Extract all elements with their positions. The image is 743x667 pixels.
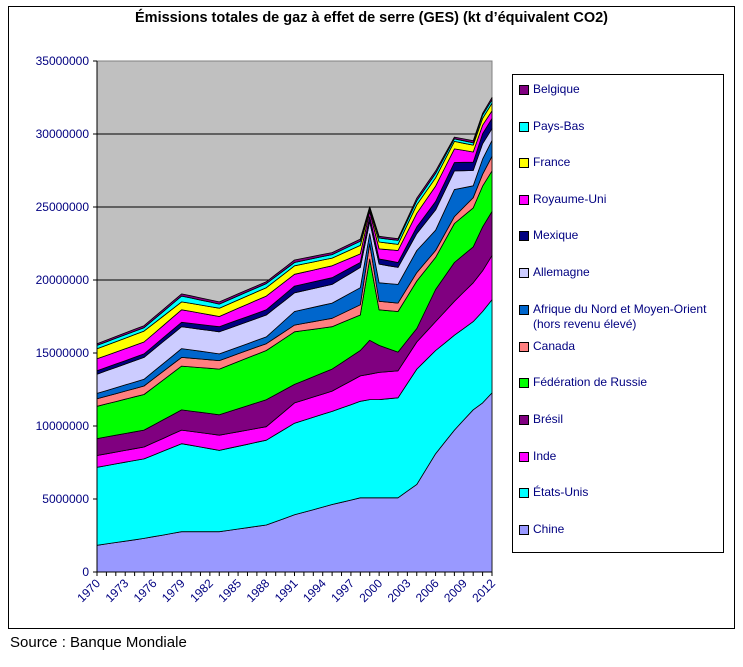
legend-label: Fédération de Russie (533, 375, 648, 389)
legend-swatch-pays-bas (519, 122, 529, 132)
legend-item-france: France (519, 155, 570, 170)
legend-label: Inde (533, 449, 557, 463)
y-tick-label: 5000000 (42, 492, 89, 506)
legend-label: Allemagne (533, 265, 590, 279)
area-belgique (96, 97, 493, 346)
x-tick-label: 2009 (441, 576, 470, 605)
legend-item-bresil: Brésil (519, 412, 563, 427)
legend-label: Chine (533, 522, 565, 536)
legend-swatch-allemagne (519, 268, 529, 278)
x-tick-label: 2006 (413, 576, 442, 605)
chart-legend: Belgique Pays-Bas France Royaume-Uni Mex… (512, 74, 724, 553)
x-tick-label: 2003 (385, 576, 414, 605)
legend-swatch-chine (519, 525, 529, 535)
legend-swatch-inde (519, 452, 529, 462)
legend-swatch-canada (519, 342, 529, 352)
legend-swatch-afrique-nord-moyen-orient (519, 305, 529, 315)
legend-swatch-russie (519, 378, 529, 388)
source-note: Source : Banque Mondiale (10, 634, 187, 651)
legend-label: Brésil (533, 412, 564, 426)
x-tick-label: 1970 (74, 576, 103, 605)
legend-label: Pays-Bas (533, 119, 585, 133)
x-tick-label: 1985 (215, 576, 244, 605)
x-tick-label: 1991 (272, 576, 301, 605)
x-tick-label: 1976 (131, 576, 160, 605)
legend-label: Canada (533, 339, 576, 353)
x-tick-label: 1997 (328, 576, 357, 605)
legend-swatch-royaume-uni (519, 195, 529, 205)
y-tick-label: 15000000 (36, 346, 90, 360)
legend-item-canada: Canada (519, 339, 575, 354)
legend-item-belgique: Belgique (519, 82, 580, 97)
x-tick-label: 2012 (469, 576, 498, 605)
legend-item-afrique-nord-moyen-orient: Afrique du Nord et Moyen-Orient (hors rev… (519, 302, 706, 332)
y-tick-label: 10000000 (36, 419, 90, 433)
legend-item-etats-unis: États-Unis (519, 485, 588, 500)
legend-label: États-Unis (533, 485, 589, 499)
legend-item-mexique: Mexique (519, 228, 578, 243)
legend-swatch-etats-unis (519, 488, 529, 498)
legend-label-line2: (hors revenu élevé) (533, 317, 637, 331)
legend-label: Mexique (533, 228, 579, 242)
legend-item-allemagne: Allemagne (519, 265, 590, 280)
legend-item-chine: Chine (519, 522, 564, 537)
x-tick-label: 1982 (187, 576, 216, 605)
legend-label: Belgique (533, 82, 580, 96)
y-tick-label: 20000000 (36, 273, 90, 287)
x-tick-label: 1994 (300, 576, 329, 605)
legend-swatch-france (519, 158, 529, 168)
x-tick-label: 1988 (244, 576, 273, 605)
y-tick-label: 30000000 (36, 127, 90, 141)
y-tick-label: 35000000 (36, 54, 90, 68)
legend-item-inde: Inde (519, 449, 556, 464)
legend-swatch-bresil (519, 415, 529, 425)
y-tick-label: 25000000 (36, 200, 90, 214)
legend-swatch-belgique (519, 85, 529, 95)
legend-item-royaume-uni: Royaume-Uni (519, 192, 606, 207)
legend-item-russie: Fédération de Russie (519, 375, 647, 390)
legend-swatch-mexique (519, 231, 529, 241)
legend-label: Royaume-Uni (533, 192, 607, 206)
x-tick-label: 2000 (356, 576, 385, 605)
legend-label: Afrique du Nord et Moyen-Orient (533, 302, 707, 316)
chart-title: Émissions totales de gaz à effet de serr… (135, 10, 608, 26)
y-tick-label: 0 (82, 565, 89, 579)
x-tick-label: 1979 (159, 576, 188, 605)
legend-item-pays-bas: Pays-Bas (519, 119, 584, 134)
x-tick-label: 1973 (103, 576, 132, 605)
legend-label: France (533, 155, 571, 169)
